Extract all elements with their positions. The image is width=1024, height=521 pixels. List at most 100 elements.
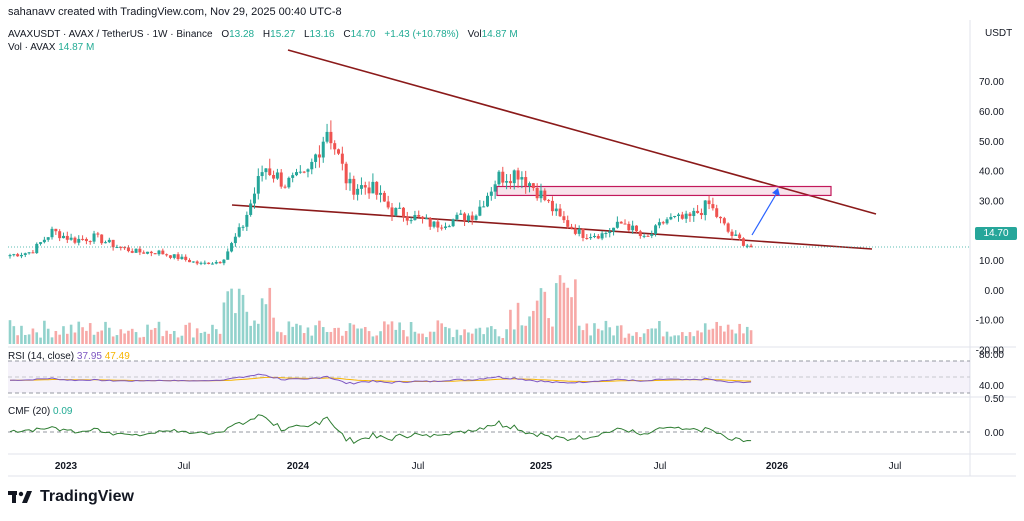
volume-bar: [474, 328, 478, 344]
volume-bar: [577, 325, 581, 344]
cmf-legend: CMF (20) 0.09: [8, 406, 72, 417]
candle-body: [130, 251, 134, 253]
candle-body: [703, 200, 707, 216]
volume-bar: [268, 287, 272, 344]
y-tick-label: 10.00: [979, 256, 1004, 267]
candle-body: [279, 172, 283, 187]
volume-bar: [363, 327, 367, 344]
volume-bar: [295, 323, 298, 344]
candle-body: [268, 168, 272, 175]
volume-bar: [631, 335, 634, 344]
candle-body: [447, 226, 451, 228]
volume-bar: [551, 326, 554, 344]
candle-body: [123, 247, 127, 249]
candle-body: [707, 200, 711, 205]
candle-body: [466, 215, 470, 221]
candle-body: [669, 216, 673, 220]
symbol-label: AVAXUSDT · AVAX / TetherUS · 1W · Binanc…: [8, 29, 213, 40]
volume-bar: [371, 336, 375, 344]
candle-body: [612, 227, 616, 232]
candle-body: [562, 216, 566, 221]
volume-bar: [257, 323, 260, 344]
volume-bar: [600, 330, 604, 344]
volume-bar: [264, 304, 268, 344]
cmf-tick-label: 0.00: [985, 428, 1005, 439]
rsi-ma-value: 47.49: [104, 351, 130, 362]
candle-body: [486, 195, 489, 207]
volume-bar: [249, 325, 252, 344]
candle-body: [745, 245, 749, 247]
volume-bar: [478, 327, 482, 344]
volume-bar: [692, 336, 696, 344]
volume-bar: [344, 330, 348, 344]
candle-body: [188, 259, 192, 263]
candle-body: [524, 177, 528, 187]
volume-bar: [463, 329, 466, 344]
candle-body: [195, 261, 199, 264]
tradingview-logo-icon: [8, 489, 34, 505]
volume-bar: [119, 329, 123, 344]
volume-bar: [482, 334, 485, 344]
brand-name: TradingView: [40, 488, 134, 505]
volume-bar: [734, 333, 738, 344]
volume-bar: [352, 324, 356, 344]
candle-body: [417, 214, 421, 217]
candle-body: [58, 231, 62, 239]
candle-body: [344, 163, 348, 184]
volume-bar: [726, 324, 730, 344]
candle-body: [359, 185, 363, 189]
candle-body: [654, 225, 658, 235]
volume-bar: [299, 325, 302, 344]
candle-body: [100, 234, 104, 244]
volume-bar: [329, 331, 333, 344]
volume-bar: [723, 331, 726, 344]
volume-bar: [150, 329, 153, 344]
candle-body: [340, 153, 344, 164]
candle-body: [256, 176, 260, 194]
volume-bar: [554, 283, 558, 344]
volume-bar: [669, 336, 673, 344]
y-tick-label: 30.00: [979, 196, 1004, 207]
candle-body: [287, 177, 291, 188]
candle-body: [218, 262, 222, 264]
volume-bar: [73, 332, 77, 344]
candle-body: [512, 170, 516, 184]
volume-bar: [85, 330, 88, 344]
candle-body: [440, 227, 444, 229]
x-tick-label: Jul: [412, 461, 425, 472]
rsi-band: [8, 361, 970, 393]
candle-body: [535, 187, 539, 199]
volume-bar: [96, 331, 100, 344]
candle-body: [508, 181, 512, 184]
volume-bar: [665, 331, 669, 344]
cmf-line: [9, 414, 752, 444]
resistance-zone: [496, 185, 832, 197]
volume-bar: [16, 335, 19, 344]
volume-bar: [348, 323, 352, 344]
volume-bar: [88, 323, 92, 344]
volume-bar: [604, 320, 608, 344]
volume-bar: [402, 330, 405, 344]
candle-body: [741, 238, 745, 246]
volume-bar: [66, 333, 69, 344]
candle-body: [352, 178, 356, 195]
candle-body: [39, 242, 43, 244]
candle-body: [719, 216, 723, 219]
candle-body: [302, 171, 306, 173]
volume-bar: [425, 337, 428, 344]
volume-bar: [386, 324, 390, 344]
volume-bar: [639, 336, 642, 344]
volume-bar: [77, 321, 81, 344]
vol-label: Vol: [467, 29, 482, 40]
rsi-label: RSI (14, close): [8, 351, 75, 362]
change-value: +1.43 (+10.78%): [384, 29, 459, 40]
candle-body: [470, 215, 474, 220]
volume-bar: [684, 335, 688, 344]
y-tick-label: -20.00: [976, 345, 1005, 356]
volume-bar: [505, 329, 508, 344]
volume-bar: [138, 337, 142, 344]
candle-body: [680, 214, 684, 219]
volume-bar: [153, 328, 157, 344]
volume-bar: [719, 325, 722, 344]
volume-bar: [593, 323, 596, 344]
